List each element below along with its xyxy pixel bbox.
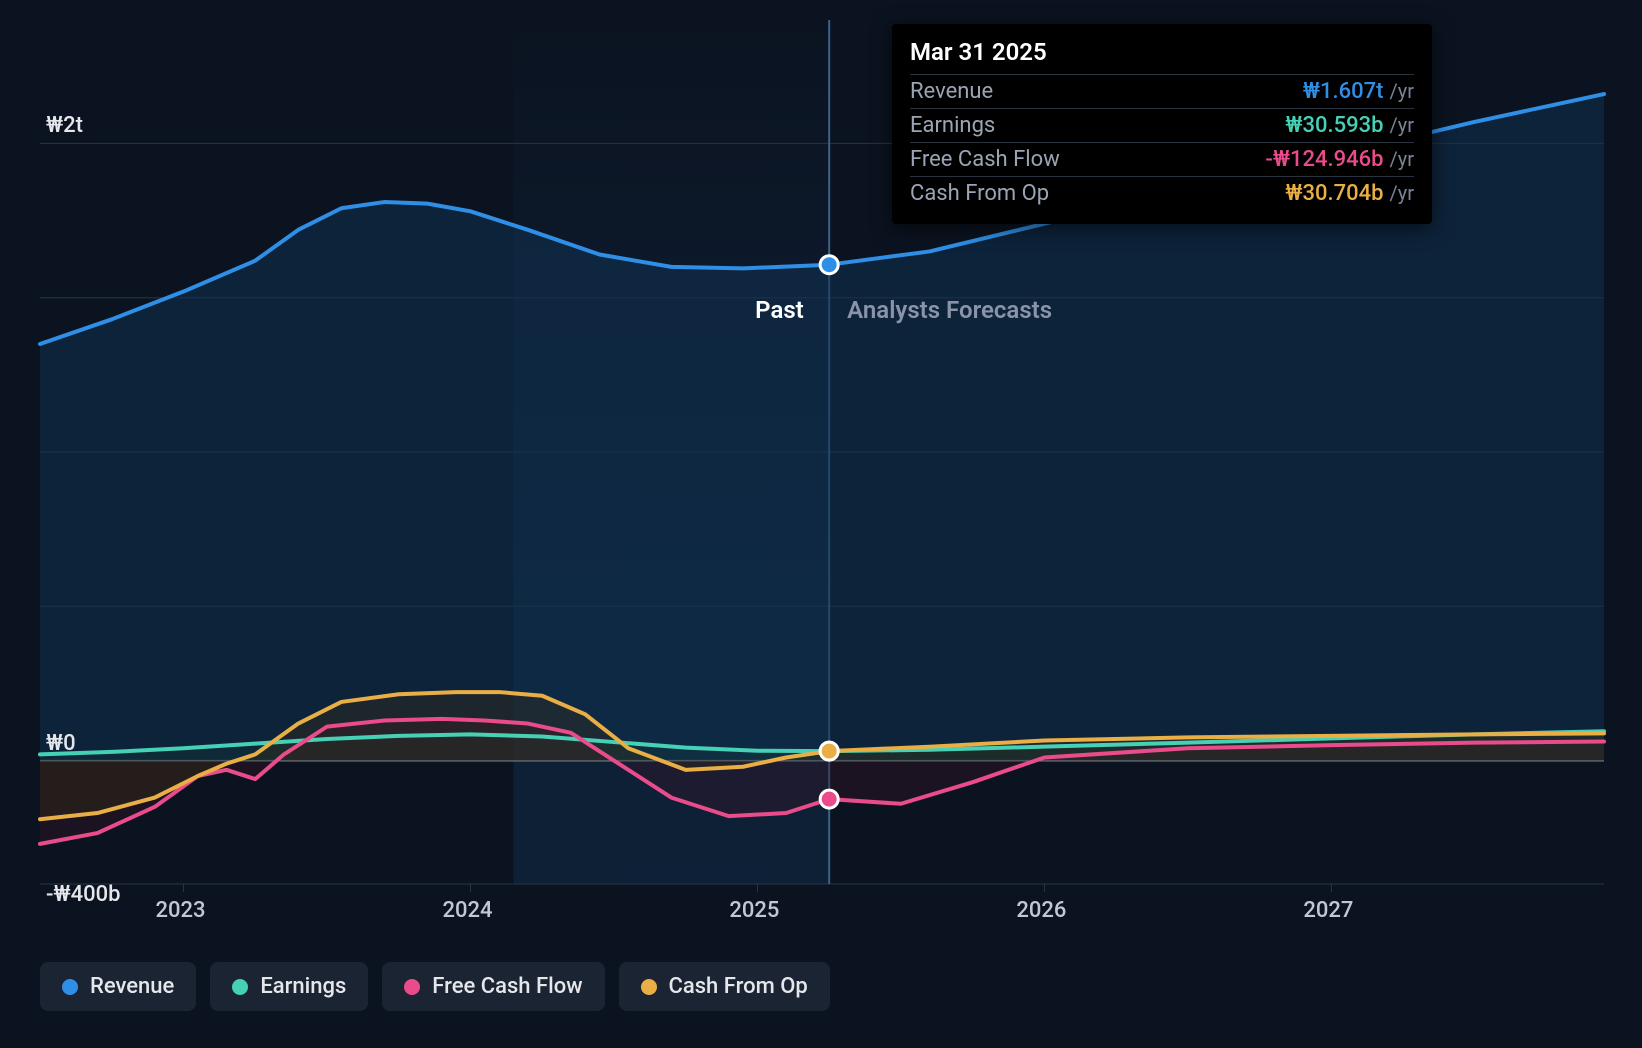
chart-legend: Revenue Earnings Free Cash Flow Cash From O… bbox=[40, 962, 830, 1011]
tooltip-date: Mar 31 2025 bbox=[910, 38, 1414, 74]
legend-swatch-icon bbox=[62, 979, 78, 995]
tooltip-unit: /yr bbox=[1390, 181, 1415, 205]
series-marker-cfo bbox=[820, 742, 838, 760]
tooltip-label: Earnings bbox=[910, 113, 995, 138]
tooltip-row-cfo: Cash From Op ₩30.704b/yr bbox=[910, 176, 1414, 210]
legend-item-revenue[interactable]: Revenue bbox=[40, 962, 196, 1011]
financial-chart[interactable]: -₩400b ₩0 ₩2t 2023 2024 2025 2026 2027 Past An… bbox=[0, 0, 1642, 1048]
legend-item-earnings[interactable]: Earnings bbox=[210, 962, 368, 1011]
tooltip-label: Cash From Op bbox=[910, 181, 1049, 206]
x-axis-label: 2023 bbox=[155, 898, 205, 923]
tooltip-unit: /yr bbox=[1390, 79, 1415, 103]
legend-label: Revenue bbox=[90, 974, 174, 999]
x-axis-label: 2024 bbox=[442, 898, 492, 923]
tooltip-row-earnings: Earnings ₩30.593b/yr bbox=[910, 108, 1414, 142]
y-axis-label: ₩0 bbox=[46, 731, 76, 756]
tooltip-value: ₩1.607t bbox=[1303, 79, 1384, 104]
y-axis-label: -₩400b bbox=[46, 882, 121, 907]
series-marker-fcf bbox=[820, 790, 838, 808]
x-axis-label: 2025 bbox=[729, 898, 779, 923]
legend-swatch-icon bbox=[404, 979, 420, 995]
tooltip-value: ₩30.593b bbox=[1285, 113, 1383, 138]
tooltip-value: ₩30.704b bbox=[1285, 181, 1383, 206]
legend-swatch-icon bbox=[641, 979, 657, 995]
legend-label: Cash From Op bbox=[669, 974, 808, 999]
legend-label: Free Cash Flow bbox=[432, 974, 582, 999]
legend-item-fcf[interactable]: Free Cash Flow bbox=[382, 962, 604, 1011]
section-label-forecast: Analysts Forecasts bbox=[847, 296, 1052, 324]
tooltip-row-revenue: Revenue ₩1.607t/yr bbox=[910, 74, 1414, 108]
tooltip-unit: /yr bbox=[1390, 113, 1415, 137]
x-axis-label: 2027 bbox=[1303, 898, 1353, 923]
legend-item-cfo[interactable]: Cash From Op bbox=[619, 962, 830, 1011]
y-axis-label: ₩2t bbox=[46, 113, 83, 138]
legend-label: Earnings bbox=[260, 974, 346, 999]
tooltip-label: Revenue bbox=[910, 79, 993, 104]
tooltip-unit: /yr bbox=[1390, 147, 1415, 171]
chart-tooltip: Mar 31 2025 Revenue ₩1.607t/yr Earnings ₩30… bbox=[892, 24, 1432, 224]
series-marker-revenue bbox=[820, 256, 838, 274]
tooltip-row-fcf: Free Cash Flow -₩124.946b/yr bbox=[910, 142, 1414, 176]
tooltip-value: -₩124.946b bbox=[1265, 147, 1383, 172]
legend-swatch-icon bbox=[232, 979, 248, 995]
section-label-past: Past bbox=[755, 296, 804, 324]
x-axis-label: 2026 bbox=[1016, 898, 1066, 923]
tooltip-label: Free Cash Flow bbox=[910, 147, 1060, 172]
